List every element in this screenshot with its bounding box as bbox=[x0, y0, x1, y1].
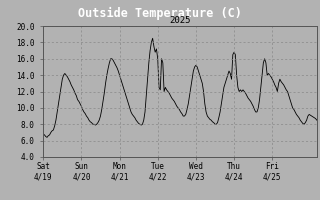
Title: 2025: 2025 bbox=[169, 16, 191, 25]
Text: Outside Temperature (C): Outside Temperature (C) bbox=[78, 7, 242, 20]
